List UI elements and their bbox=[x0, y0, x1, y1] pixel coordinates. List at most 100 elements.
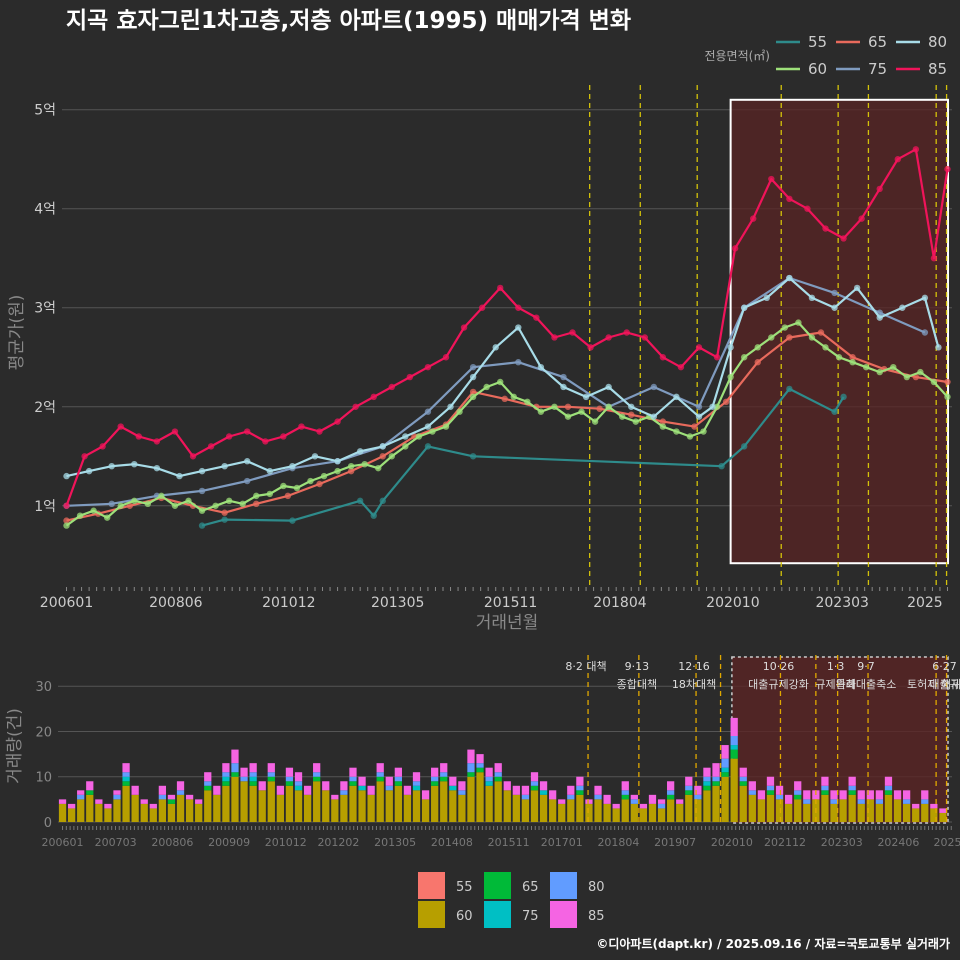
volume-bar-85 bbox=[431, 767, 439, 777]
volume-bar-60 bbox=[340, 794, 348, 822]
volume-bar-85 bbox=[240, 767, 248, 777]
volume-bar-85 bbox=[893, 790, 902, 800]
volume-bar-85 bbox=[939, 808, 947, 813]
volume-bar-80 bbox=[440, 772, 448, 777]
volume-bar-85 bbox=[748, 781, 756, 791]
volume-bar-85 bbox=[340, 781, 348, 791]
volume-bar-85 bbox=[639, 803, 648, 809]
volume-bar-60 bbox=[875, 803, 884, 822]
volume-bar-80 bbox=[657, 803, 666, 809]
volume-bar-65 bbox=[222, 781, 230, 786]
price-line-75 bbox=[66, 276, 926, 507]
volume-bar-60 bbox=[703, 790, 711, 822]
volume-bar-65 bbox=[794, 794, 802, 800]
volume-bar-85 bbox=[113, 790, 121, 795]
volume-bar-85 bbox=[440, 763, 448, 773]
volume-bar-85 bbox=[222, 763, 230, 773]
volume-bar-85 bbox=[539, 781, 548, 791]
volume-bar-60 bbox=[921, 803, 929, 822]
volume-bar-60 bbox=[857, 803, 865, 822]
legend-label: 80 bbox=[588, 880, 605, 895]
volume-bar-60 bbox=[603, 803, 611, 822]
volume-bar-60 bbox=[122, 785, 130, 822]
volume-bar-60 bbox=[431, 785, 439, 822]
volume-bar-60 bbox=[267, 781, 275, 822]
y-tick-label: 10 bbox=[35, 771, 52, 786]
volume-bar-80 bbox=[703, 776, 711, 782]
volume-bar-80 bbox=[594, 794, 602, 800]
volume-bar-65 bbox=[821, 790, 829, 795]
volume-bar-85 bbox=[576, 776, 584, 786]
volume-bar-85 bbox=[167, 794, 176, 800]
volume-bar-85 bbox=[585, 799, 593, 804]
legend-label: 60 bbox=[808, 60, 827, 78]
volume-bar-85 bbox=[67, 803, 76, 809]
y-tick-label: 2억 bbox=[34, 400, 56, 416]
volume-bar-85 bbox=[376, 763, 384, 773]
volume-bar-65 bbox=[231, 772, 239, 777]
volume-bar-85 bbox=[902, 790, 911, 800]
volume-bar-60 bbox=[421, 799, 430, 822]
chart-title: 지곡 효자그린1차고층,저층 아파트(1995) 매매가격 변화 bbox=[66, 8, 631, 34]
volume-bar-65 bbox=[349, 781, 357, 786]
volume-bar-60 bbox=[58, 803, 67, 822]
volume-bar-60 bbox=[213, 794, 221, 822]
volume-bar-85 bbox=[912, 803, 920, 809]
volume-bar-80 bbox=[803, 799, 811, 804]
policy-label: 9·7 bbox=[857, 660, 875, 673]
policy-label: 18차대책 bbox=[672, 678, 716, 691]
volume-bar-75 bbox=[222, 776, 230, 782]
volume-bar-60 bbox=[476, 772, 484, 822]
legend-swatch bbox=[550, 901, 577, 928]
volume-bar-85 bbox=[322, 781, 330, 791]
volume-bar-80 bbox=[830, 799, 838, 804]
volume-bar-85 bbox=[612, 803, 620, 809]
volume-bar-65 bbox=[576, 790, 584, 795]
volume-bar-60 bbox=[140, 803, 148, 822]
volume-bar-85 bbox=[685, 776, 693, 786]
volume-bar-60 bbox=[149, 808, 157, 822]
credit-text: ©디아파트(dapt.kr) / 2025.09.16 / 자료=국토교통부 실… bbox=[596, 936, 950, 951]
volume-bar-65 bbox=[884, 790, 893, 795]
volume-bar-80 bbox=[431, 776, 439, 782]
volume-bar-80 bbox=[467, 763, 475, 773]
volume-bar-85 bbox=[594, 785, 602, 795]
x-tick-label: 201804 bbox=[597, 836, 639, 849]
volume-bar-60 bbox=[86, 794, 94, 822]
volume-bar-85 bbox=[349, 767, 357, 777]
volume-bar-65 bbox=[394, 781, 402, 786]
price-line-85 bbox=[65, 148, 949, 507]
price-point bbox=[198, 522, 206, 529]
volume-bar-65 bbox=[267, 776, 275, 782]
policy-label: 8·2 대책 bbox=[565, 660, 606, 673]
x-tick-label: 200806 bbox=[151, 836, 193, 849]
volume-bar-85 bbox=[821, 776, 829, 786]
legend-label: 55 bbox=[808, 33, 827, 51]
volume-bar-85 bbox=[703, 767, 711, 777]
volume-bar-65 bbox=[285, 781, 294, 786]
volume-bar-65 bbox=[467, 772, 475, 777]
volume-bar-80 bbox=[412, 781, 421, 786]
volume-bar-85 bbox=[694, 785, 702, 795]
x-tick-label: 201804 bbox=[593, 595, 647, 611]
volume-bar-65 bbox=[249, 781, 257, 786]
volume-bar-60 bbox=[766, 794, 775, 822]
volume-bar-60 bbox=[303, 794, 312, 822]
price-line-55 bbox=[201, 387, 845, 527]
volume-bar-60 bbox=[612, 808, 620, 822]
legend-swatch bbox=[418, 901, 445, 928]
volume-bar-85 bbox=[721, 745, 729, 759]
volume-bar-85 bbox=[313, 763, 321, 773]
volume-bar-60 bbox=[104, 808, 112, 822]
volume-bar-85 bbox=[412, 772, 421, 782]
volume-bar-80 bbox=[567, 794, 575, 800]
volume-bar-60 bbox=[667, 799, 675, 822]
volume-bar-65 bbox=[712, 781, 720, 786]
legend-label: 85 bbox=[928, 60, 947, 78]
volume-bar-60 bbox=[830, 803, 838, 822]
y-tick-label: 3억 bbox=[34, 301, 56, 317]
volume-bar-75 bbox=[449, 785, 457, 791]
volume-bar-75 bbox=[358, 785, 366, 791]
legend-title: 전용면적(㎡) bbox=[704, 49, 770, 63]
volume-bar-80 bbox=[313, 772, 321, 777]
